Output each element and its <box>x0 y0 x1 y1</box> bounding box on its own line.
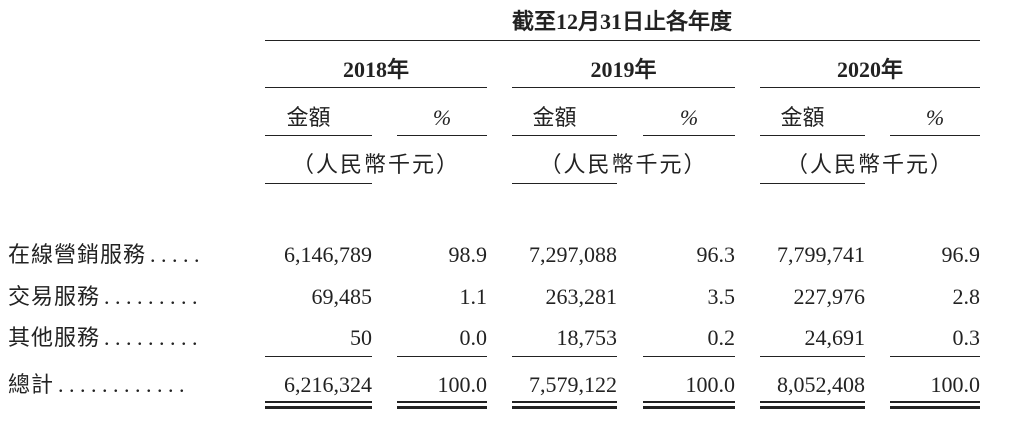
amount-header: 金額 <box>532 105 577 130</box>
rule <box>265 183 372 184</box>
rule <box>890 356 980 357</box>
year-header: 2018年 <box>342 57 409 82</box>
rule <box>265 406 372 409</box>
rule <box>643 406 735 409</box>
unit-header: （人民幣千元） <box>291 152 460 177</box>
percent-cell: 96.3 <box>696 242 736 267</box>
rule <box>265 40 980 41</box>
rule <box>760 87 980 88</box>
amount-cell: 7,579,122 <box>529 372 617 397</box>
amount-header: 金額 <box>286 105 331 130</box>
percent-cell: 100.0 <box>685 372 736 397</box>
percent-cell: 96.9 <box>941 242 981 267</box>
rule <box>397 406 487 409</box>
amount-cell: 263,281 <box>545 284 618 309</box>
rule <box>760 356 865 357</box>
rule <box>265 356 372 357</box>
unit-header: （人民幣千元） <box>785 152 954 177</box>
rule <box>643 356 735 357</box>
row-label: 其他服務 <box>8 325 101 350</box>
amount-cell: 24,691 <box>804 325 866 350</box>
row-label: 總計 <box>8 372 55 397</box>
row-label: 交易服務 <box>8 284 101 309</box>
percent-cell: 100.0 <box>930 372 981 397</box>
amount-cell: 227,976 <box>793 284 866 309</box>
amount-cell: 7,297,088 <box>529 242 617 267</box>
unit-header: （人民幣千元） <box>539 152 708 177</box>
percent-header: % <box>432 105 452 130</box>
leader-dots: . . . . . . . . . <box>104 325 198 350</box>
rule <box>397 356 487 357</box>
rule <box>643 135 735 136</box>
rule <box>397 401 487 403</box>
rule <box>760 401 865 403</box>
rule <box>512 87 735 88</box>
amount-cell: 8,052,408 <box>777 372 865 397</box>
amount-cell: 6,216,324 <box>284 372 372 397</box>
amount-cell: 6,146,789 <box>284 242 372 267</box>
amount-cell: 18,753 <box>556 325 618 350</box>
rule <box>890 406 980 409</box>
percent-cell: 98.9 <box>448 242 488 267</box>
year-header: 2020年 <box>836 57 903 82</box>
rule <box>890 401 980 403</box>
percent-cell: 3.5 <box>707 284 736 309</box>
rule <box>643 401 735 403</box>
amount-cell: 69,485 <box>311 284 373 309</box>
amount-cell: 7,799,741 <box>777 242 865 267</box>
leader-dots: . . . . . . . . . . . . <box>58 372 185 397</box>
rule <box>512 401 617 403</box>
rule <box>760 183 865 184</box>
percent-cell: 100.0 <box>437 372 488 397</box>
rule <box>265 87 487 88</box>
percent-header: % <box>925 105 945 130</box>
percent-cell: 1.1 <box>459 284 488 309</box>
rule <box>397 135 487 136</box>
rule <box>512 135 617 136</box>
year-header: 2019年 <box>590 57 657 82</box>
rule <box>265 401 372 403</box>
rule <box>512 183 617 184</box>
percent-cell: 2.8 <box>952 284 981 309</box>
amount-header: 金額 <box>780 105 825 130</box>
percent-cell: 0.3 <box>952 325 981 350</box>
rule <box>760 135 865 136</box>
rule <box>890 135 980 136</box>
period-header: 截至12月31日止各年度 <box>511 9 732 34</box>
percent-header: % <box>679 105 699 130</box>
amount-cell: 50 <box>350 325 372 350</box>
rule <box>265 135 372 136</box>
leader-dots: . . . . . <box>150 242 200 267</box>
rule <box>512 356 617 357</box>
leader-dots: . . . . . . . . . <box>104 284 198 309</box>
rule <box>512 406 617 409</box>
row-label: 在線營銷服務 <box>8 242 147 267</box>
percent-cell: 0.0 <box>459 325 488 350</box>
percent-cell: 0.2 <box>707 325 736 350</box>
rule <box>760 406 865 409</box>
